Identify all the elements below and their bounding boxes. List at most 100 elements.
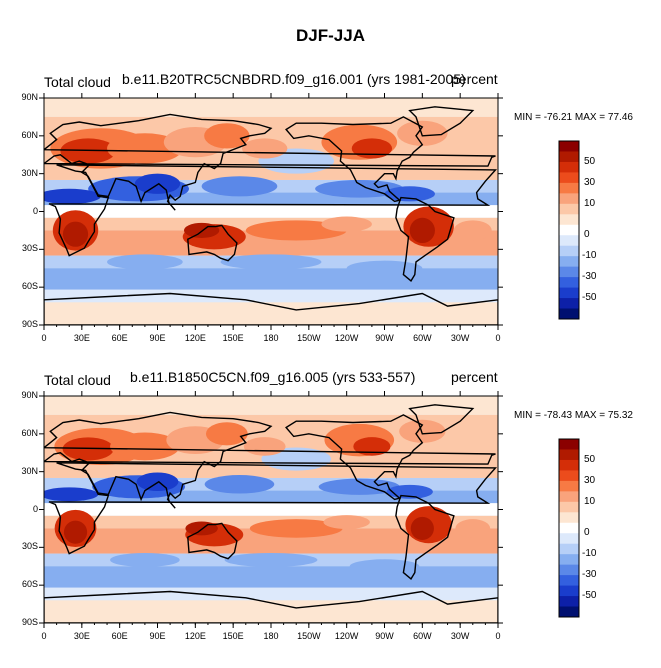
colorbar-swatch bbox=[559, 543, 579, 555]
colorbar-tick-label: 50 bbox=[584, 155, 596, 167]
lon-tick-label: 150E bbox=[222, 333, 244, 343]
europe-asia-outline bbox=[44, 113, 496, 211]
anomaly-region bbox=[249, 519, 343, 538]
colorbar-tick-label: 50 bbox=[584, 453, 596, 465]
colorbar bbox=[558, 140, 580, 320]
anomaly-region bbox=[455, 519, 491, 538]
lon-tick-label: 90E bbox=[149, 631, 166, 641]
anomaly-region bbox=[44, 188, 101, 204]
lon-tick-label: 120E bbox=[184, 333, 206, 343]
zonal-band bbox=[44, 302, 498, 325]
australia-outline bbox=[187, 224, 238, 262]
colorbar-swatch bbox=[559, 151, 579, 163]
lat-tick-label: 90S bbox=[21, 319, 38, 329]
anomaly-region bbox=[44, 487, 99, 502]
anomaly-region bbox=[321, 216, 372, 232]
lon-tick-label: 120W bbox=[334, 631, 359, 641]
colorbar-tick-label: -10 bbox=[582, 548, 597, 560]
panel-units-label: percent bbox=[451, 71, 498, 87]
lat-tick-label: 60N bbox=[21, 129, 38, 140]
colorbar-tick-label: 10 bbox=[584, 495, 596, 507]
europe-asia-outline bbox=[44, 411, 496, 509]
panel-variable-label: Total cloud bbox=[44, 372, 111, 388]
anomaly-region bbox=[410, 516, 434, 541]
panel-units-label: percent bbox=[451, 369, 498, 385]
panel-case-label: b.e11.B1850C5CN.f09_g16.005 (yrs 533-557… bbox=[130, 369, 416, 385]
anomaly-region bbox=[134, 173, 181, 194]
colorbar-swatch bbox=[559, 596, 579, 608]
anomaly-region bbox=[409, 217, 435, 244]
lon-tick-label: 0 bbox=[41, 333, 47, 343]
colorbar-swatch bbox=[559, 141, 579, 152]
panel-case-label: b.e11.B20TRC5CNBDRD.f09_g16.001 (yrs 198… bbox=[122, 71, 466, 87]
colorbar-swatch bbox=[559, 564, 579, 576]
colorbar-swatch bbox=[559, 277, 579, 289]
colorbar-tick-label: -30 bbox=[582, 569, 597, 581]
colorbar-swatch bbox=[559, 193, 579, 205]
zonal-band bbox=[44, 503, 498, 516]
colorbar-swatch bbox=[559, 512, 579, 524]
map-plot bbox=[39, 391, 503, 628]
anomaly-region bbox=[110, 432, 180, 461]
australia-outline bbox=[187, 522, 238, 560]
anomaly-region bbox=[107, 133, 183, 164]
anomaly-region bbox=[201, 176, 278, 197]
lon-tick-label: 90W bbox=[375, 631, 394, 641]
south-america-outline bbox=[395, 494, 455, 580]
anomaly-region bbox=[399, 419, 446, 443]
anomaly-region bbox=[63, 520, 88, 544]
anomaly-region bbox=[224, 552, 318, 567]
antarctica-outline bbox=[44, 292, 498, 325]
map-panel-2: Total cloud b.e11.B1850C5CN.f09_g16.005 … bbox=[0, 368, 661, 668]
colorbar-tick-label: 30 bbox=[584, 176, 596, 188]
north-america-outline bbox=[285, 414, 424, 501]
anomaly-region bbox=[323, 515, 370, 530]
colorbar-swatch bbox=[559, 480, 579, 492]
colorbar-tick-label: -30 bbox=[582, 271, 597, 283]
panel-variable-label: Total cloud bbox=[44, 74, 111, 90]
lat-tick-label: 30N bbox=[21, 167, 38, 178]
lat-tick-label: 90S bbox=[21, 617, 38, 627]
colorbar-tick-label: -50 bbox=[582, 590, 597, 602]
colorbar-swatch bbox=[559, 182, 579, 194]
figure-title: DJF-JJA bbox=[296, 26, 365, 45]
anomaly-region bbox=[386, 484, 433, 499]
colorbar-swatch bbox=[559, 606, 579, 618]
anomaly-region bbox=[62, 221, 89, 247]
colorbar-frame bbox=[558, 140, 580, 320]
lon-tick-label: 120E bbox=[184, 631, 206, 641]
colorbar-tick-label: 10 bbox=[584, 197, 596, 209]
north-america-outline bbox=[285, 116, 424, 203]
lat-tick-label: 60S bbox=[21, 281, 38, 292]
zonal-band bbox=[44, 396, 498, 415]
colorbar-swatch bbox=[559, 161, 579, 173]
colorbar-frame bbox=[558, 438, 580, 618]
anomaly-region bbox=[110, 552, 180, 567]
lon-tick-label: 30E bbox=[73, 333, 90, 343]
anomaly-region bbox=[204, 474, 275, 494]
lat-tick-label: 60S bbox=[21, 579, 38, 590]
anomaly-region bbox=[204, 123, 250, 149]
colorbar-swatch bbox=[559, 256, 579, 268]
lon-tick-label: 0 bbox=[495, 631, 501, 641]
zonal-band bbox=[44, 98, 498, 117]
anomaly-region bbox=[453, 220, 492, 241]
colorbar-swatch bbox=[559, 459, 579, 471]
zonal-band bbox=[44, 205, 498, 218]
colorbar-tick-label: 30 bbox=[584, 474, 596, 486]
map-panel-1: Total cloud b.e11.B20TRC5CNBDRD.f09_g16.… bbox=[0, 70, 661, 370]
lon-tick-label: 0 bbox=[495, 333, 501, 343]
lon-tick-label: 150W bbox=[297, 333, 321, 343]
panel-minmax-label: MIN = -76.21 MAX = 77.46 bbox=[514, 112, 633, 123]
colorbar-tick-label: -50 bbox=[582, 292, 597, 304]
colorbar-swatch bbox=[559, 214, 579, 226]
colorbar-swatch bbox=[559, 522, 579, 534]
colorbar-swatch bbox=[559, 585, 579, 597]
colorbar-swatch bbox=[559, 470, 579, 482]
colorbar-swatch bbox=[559, 245, 579, 257]
colorbar-swatch bbox=[559, 287, 579, 299]
colorbar-swatch bbox=[559, 298, 579, 310]
axis-ticks bbox=[39, 93, 503, 330]
colorbar-swatch bbox=[559, 203, 579, 215]
lon-tick-label: 30W bbox=[450, 333, 470, 343]
